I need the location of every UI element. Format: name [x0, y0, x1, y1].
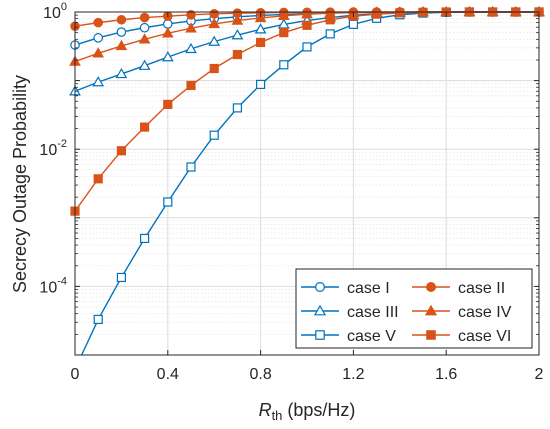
square-marker — [209, 130, 219, 140]
y-tick-label: 10-2 — [39, 138, 67, 159]
circle-marker — [186, 10, 196, 20]
square-marker — [232, 103, 242, 113]
y-axis-label: Secrecy Outage Probability — [10, 75, 30, 293]
legend-entry: case V — [301, 328, 396, 345]
x-tick-label: 0 — [71, 366, 80, 383]
triangle-marker — [115, 67, 128, 79]
legend-label: case III — [347, 304, 399, 321]
triangle-marker — [313, 304, 327, 316]
circle-marker — [315, 282, 326, 293]
triangle-marker — [254, 11, 267, 23]
square-marker — [140, 122, 150, 132]
circle-marker — [93, 17, 103, 28]
square-marker — [325, 29, 335, 39]
triangle-marker — [92, 47, 105, 58]
triangle-marker — [424, 304, 438, 316]
square-marker — [93, 174, 103, 184]
triangle-marker — [92, 76, 105, 87]
triangle-marker — [277, 18, 290, 29]
triangle-marker — [138, 33, 151, 44]
circle-marker — [93, 33, 103, 43]
x-axis-label-sub: th — [272, 408, 283, 423]
legend-entry: case I — [301, 280, 390, 297]
legend-label: case I — [347, 280, 390, 297]
legend: case I case III case V case II case IV case V… — [295, 268, 533, 349]
x-tick-label: 1.2 — [342, 366, 364, 383]
square-marker — [116, 146, 126, 156]
square-marker — [279, 28, 289, 38]
legend-entry: case II — [412, 280, 505, 297]
tick-marks — [74, 11, 540, 356]
x-axis-label-main: R — [259, 400, 272, 420]
square-marker — [395, 8, 405, 18]
legend-entry: case VI — [412, 328, 511, 345]
triangle-marker — [185, 22, 197, 33]
triangle-marker — [208, 17, 221, 29]
square-marker — [186, 80, 196, 91]
legend-entry: case III — [301, 304, 399, 321]
triangle-marker — [161, 27, 174, 38]
triangle-marker — [161, 51, 174, 62]
legend-label: case V — [347, 328, 396, 345]
circle-marker — [209, 9, 219, 19]
square-marker — [348, 19, 358, 29]
plot-frame — [74, 11, 540, 356]
triangle-marker — [115, 39, 128, 51]
square-marker — [256, 79, 266, 89]
circle-marker — [116, 27, 127, 37]
triangle-marker — [185, 42, 197, 54]
x-tick-labels: 0 0.4 0.8 1.2 1.6 2 — [71, 366, 544, 383]
legend-label: case IV — [458, 304, 512, 321]
square-marker — [372, 9, 382, 19]
circle-marker — [116, 14, 127, 25]
x-axis-label-unit: (bps/Hz) — [282, 400, 355, 420]
x-tick-label: 0.4 — [157, 366, 179, 383]
x-tick-label: 2 — [535, 366, 544, 383]
triangle-marker — [254, 23, 267, 34]
square-marker — [279, 60, 289, 70]
x-tick-label: 1.6 — [435, 366, 457, 383]
square-marker — [163, 197, 173, 207]
square-marker — [256, 37, 266, 48]
triangle-marker — [231, 14, 244, 25]
square-marker — [116, 272, 126, 283]
square-marker — [163, 99, 173, 109]
circle-marker — [426, 282, 437, 293]
circle-marker — [139, 12, 150, 23]
square-marker — [325, 15, 335, 25]
square-marker — [426, 330, 436, 340]
y-tick-labels: 10-4 10-2 100 — [39, 1, 67, 296]
circle-marker — [163, 19, 173, 29]
x-axis-label: Rth (bps/Hz) — [259, 400, 356, 423]
square-marker — [186, 162, 196, 172]
y-tick-label: 10-4 — [39, 275, 67, 296]
legend-entry: case IV — [412, 304, 512, 321]
square-marker — [302, 42, 312, 52]
triangle-marker — [138, 59, 151, 70]
square-marker — [315, 330, 325, 340]
triangle-marker — [277, 9, 290, 21]
y-tick-label: 100 — [43, 1, 67, 22]
square-marker — [232, 49, 242, 60]
square-marker — [140, 233, 150, 244]
legend-label: case II — [458, 280, 505, 297]
triangle-marker — [231, 29, 244, 40]
square-marker — [302, 20, 312, 30]
circle-marker — [139, 22, 150, 33]
square-marker — [93, 314, 103, 325]
legend-label: case VI — [458, 328, 511, 345]
square-marker — [209, 63, 219, 74]
triangle-marker — [301, 8, 313, 19]
triangle-marker — [208, 35, 221, 46]
x-tick-label: 0.8 — [249, 366, 271, 383]
